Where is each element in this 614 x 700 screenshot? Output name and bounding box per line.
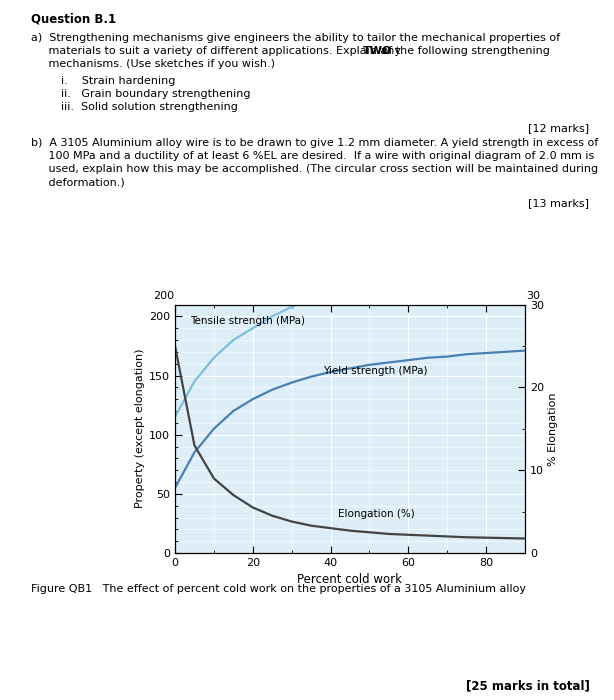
- Text: [13 marks]: [13 marks]: [529, 198, 589, 209]
- Text: iii.  Solid solution strengthening: iii. Solid solution strengthening: [61, 102, 238, 112]
- Text: a)  Strengthening mechanisms give engineers the ability to tailor the mechanical: a) Strengthening mechanisms give enginee…: [31, 33, 560, 43]
- Text: Tensile strength (MPa): Tensile strength (MPa): [190, 316, 306, 326]
- Text: ii.   Grain boundary strengthening: ii. Grain boundary strengthening: [61, 89, 251, 99]
- Text: of the following strengthening: of the following strengthening: [378, 46, 550, 56]
- Text: Question B.1: Question B.1: [31, 12, 116, 25]
- Text: [25 marks in total]: [25 marks in total]: [465, 679, 589, 692]
- Y-axis label: % Elongation: % Elongation: [548, 392, 558, 466]
- Text: deformation.): deformation.): [31, 177, 125, 188]
- Text: used, explain how this may be accomplished. (The circular cross section will be : used, explain how this may be accomplish…: [31, 164, 598, 174]
- Text: TWO: TWO: [363, 46, 393, 56]
- Text: 30: 30: [526, 291, 540, 301]
- Text: materials to suit a variety of different applications. Explain any: materials to suit a variety of different…: [31, 46, 404, 56]
- Text: Figure QB1   The effect of percent cold work on the properties of a 3105 Alumini: Figure QB1 The effect of percent cold wo…: [31, 584, 526, 594]
- Y-axis label: Property (except elongation): Property (except elongation): [135, 349, 145, 508]
- Text: [12 marks]: [12 marks]: [528, 123, 589, 133]
- Text: i.    Strain hardening: i. Strain hardening: [61, 76, 176, 86]
- Text: 100 MPa and a ductility of at least 6 %EL are desired.  If a wire with original : 100 MPa and a ductility of at least 6 %E…: [31, 151, 594, 162]
- Text: mechanisms. (Use sketches if you wish.): mechanisms. (Use sketches if you wish.): [31, 59, 274, 69]
- Text: Elongation (%): Elongation (%): [338, 509, 415, 519]
- Text: Yield strength (MPa): Yield strength (MPa): [323, 366, 427, 376]
- X-axis label: Percent cold work: Percent cold work: [297, 573, 403, 587]
- Text: 200: 200: [153, 291, 174, 301]
- Text: b)  A 3105 Aluminium alloy wire is to be drawn to give 1.2 mm diameter. A yield : b) A 3105 Aluminium alloy wire is to be …: [31, 139, 598, 148]
